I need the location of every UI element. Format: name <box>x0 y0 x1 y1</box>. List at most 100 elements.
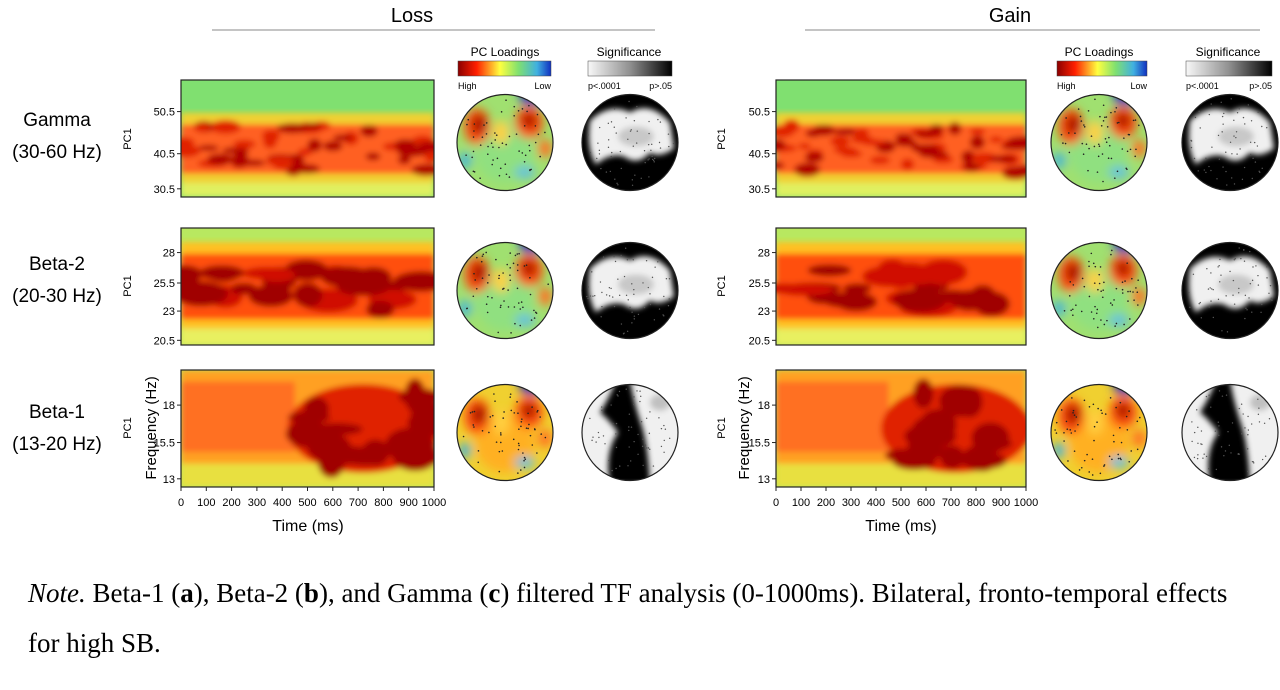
legend-significance-title: Significance <box>1196 45 1261 59</box>
yticks-beta2-gain: 28 25.5 23 20.5 <box>749 248 776 347</box>
ylabel-pc1-beta1-gain: PC1 <box>716 417 728 438</box>
ylabel-pc1-beta1-loss: PC1 <box>122 417 134 438</box>
tf-heatmap-frame <box>180 227 435 346</box>
ytick-label: 13 <box>163 474 175 486</box>
legend-loadings-low: Low <box>1130 81 1147 91</box>
caption-text-3: ), and Gamma ( <box>318 578 489 608</box>
legend-significance-low: p<.0001 <box>1186 81 1219 91</box>
ytick-label: 25.5 <box>749 278 770 290</box>
legend-loadings-colorbar <box>457 60 552 77</box>
xticks-gain: 0 100 200 300 400 500 600 700 800 900 1000 <box>773 487 1038 509</box>
legend-significance-high: p>.05 <box>1249 81 1272 91</box>
legend-loadings-loss: PC Loadings High Low <box>457 45 552 91</box>
legend-loadings-low: Low <box>534 81 551 91</box>
ylabel-frequency-loss: Frequency (Hz) <box>143 376 160 479</box>
legend-significance-loss: Significance p<.0001 p>.05 <box>587 45 673 91</box>
xtick-label: 400 <box>867 497 885 509</box>
legend-significance-high: p>.05 <box>649 81 672 91</box>
topomap-loadings-beta2-loss <box>456 241 554 340</box>
xtick-label: 700 <box>349 497 367 509</box>
legend-significance-colorbar <box>587 60 673 77</box>
caption-text-1: Beta-1 ( <box>85 578 181 608</box>
ytick-label: 28 <box>758 248 770 260</box>
xtick-label: 300 <box>842 497 860 509</box>
topomap-significance-gamma-loss <box>581 93 679 192</box>
band-range-gamma: (30-60 Hz) <box>12 142 102 163</box>
yticks-gamma-loss: 50.5 40.5 30.5 <box>154 107 181 196</box>
xtick-label: 800 <box>374 497 392 509</box>
topomap-significance-beta1-gain <box>1181 383 1279 482</box>
caption-note: Note. <box>28 578 86 608</box>
xtick-label: 800 <box>967 497 985 509</box>
tf-heatmap-gamma-gain <box>776 80 1026 197</box>
xtick-label: 200 <box>817 497 835 509</box>
topomap-significance-beta1-loss <box>581 383 679 482</box>
caption-text-4: ) filtered TF analysis (0-1000ms). Bilat… <box>28 578 1228 658</box>
ytick-label: 23 <box>758 306 770 318</box>
xtick-label: 900 <box>400 497 418 509</box>
tf-heatmap-frame <box>775 227 1027 346</box>
legend-significance-colorbar <box>1185 60 1273 77</box>
ytick-label: 15.5 <box>154 438 175 450</box>
caption-label-a: a <box>180 578 194 608</box>
xtick-label: 900 <box>992 497 1010 509</box>
legend-loadings-colorbar <box>1056 60 1148 77</box>
ylabel-pc1-gamma-gain: PC1 <box>716 128 728 149</box>
ylabel-pc1-gamma-loss: PC1 <box>122 128 134 149</box>
legend-significance-title: Significance <box>597 45 662 59</box>
ytick-label: 40.5 <box>154 149 175 161</box>
ytick-label: 25.5 <box>154 278 175 290</box>
caption-label-b: b <box>303 578 319 608</box>
xtick-label: 300 <box>248 497 266 509</box>
band-label-beta2: Beta-2 <box>29 254 85 275</box>
ytick-label: 23 <box>163 306 175 318</box>
topomap-loadings-beta2-gain <box>1050 241 1148 340</box>
band-label-beta1: Beta-1 <box>29 402 85 423</box>
yticks-gamma-gain: 50.5 40.5 30.5 <box>749 107 776 196</box>
tf-heatmap-frame <box>775 79 1027 198</box>
xlabel-time-loss: Time (ms) <box>272 518 343 535</box>
xticks-loss: 0 100 200 300 400 500 600 700 800 900 1000 <box>178 487 446 509</box>
band-label-gamma: Gamma <box>23 110 91 131</box>
tf-heatmap-beta1-loss <box>181 370 434 487</box>
ytick-label: 28 <box>163 248 175 260</box>
panel-title-loss: Loss <box>391 5 433 27</box>
xtick-label: 500 <box>298 497 316 509</box>
ytick-label: 20.5 <box>749 335 770 347</box>
xtick-label: 200 <box>222 497 240 509</box>
figure-caption: Note. Beta-1 (a), Beta-2 (b), and Gamma … <box>28 568 1258 668</box>
ytick-label: 30.5 <box>154 184 175 196</box>
ytick-label: 30.5 <box>749 184 770 196</box>
ytick-label: 20.5 <box>154 335 175 347</box>
legend-loadings-gain: PC Loadings High Low <box>1056 45 1148 91</box>
ytick-label: 40.5 <box>749 149 770 161</box>
panel-title-gain: Gain <box>989 5 1031 27</box>
tf-heatmap-gamma-loss <box>181 80 434 197</box>
ytick-label: 18 <box>758 400 770 412</box>
xtick-label: 600 <box>324 497 342 509</box>
ytick-label: 13 <box>758 474 770 486</box>
xlabel-time-gain: Time (ms) <box>865 518 936 535</box>
xtick-label: 0 <box>178 497 184 509</box>
tf-heatmap-frame <box>180 79 435 198</box>
xtick-label: 400 <box>273 497 291 509</box>
caption-label-c: c <box>488 578 501 608</box>
yticks-beta2-loss: 28 25.5 23 20.5 <box>154 248 181 347</box>
topomap-loadings-beta1-gain <box>1050 383 1148 482</box>
legend-loadings-high: High <box>458 81 477 91</box>
topomap-loadings-beta1-loss <box>456 383 554 482</box>
tf-heatmap-beta1-gain <box>776 370 1026 487</box>
ylabel-frequency-gain: Frequency (Hz) <box>736 376 753 479</box>
ylabel-pc1-beta2-gain: PC1 <box>716 275 728 296</box>
band-range-beta2: (20-30 Hz) <box>12 286 102 307</box>
xtick-label: 100 <box>197 497 215 509</box>
topomap-significance-beta2-loss <box>581 241 679 340</box>
xtick-label: 600 <box>917 497 935 509</box>
xtick-label: 100 <box>792 497 810 509</box>
topomap-significance-gamma-gain <box>1181 93 1279 192</box>
topomap-loadings-gamma-gain <box>1050 93 1148 192</box>
xtick-label: 0 <box>773 497 779 509</box>
xtick-label: 1000 <box>1014 497 1038 509</box>
xtick-label: 500 <box>892 497 910 509</box>
legend-significance-low: p<.0001 <box>588 81 621 91</box>
